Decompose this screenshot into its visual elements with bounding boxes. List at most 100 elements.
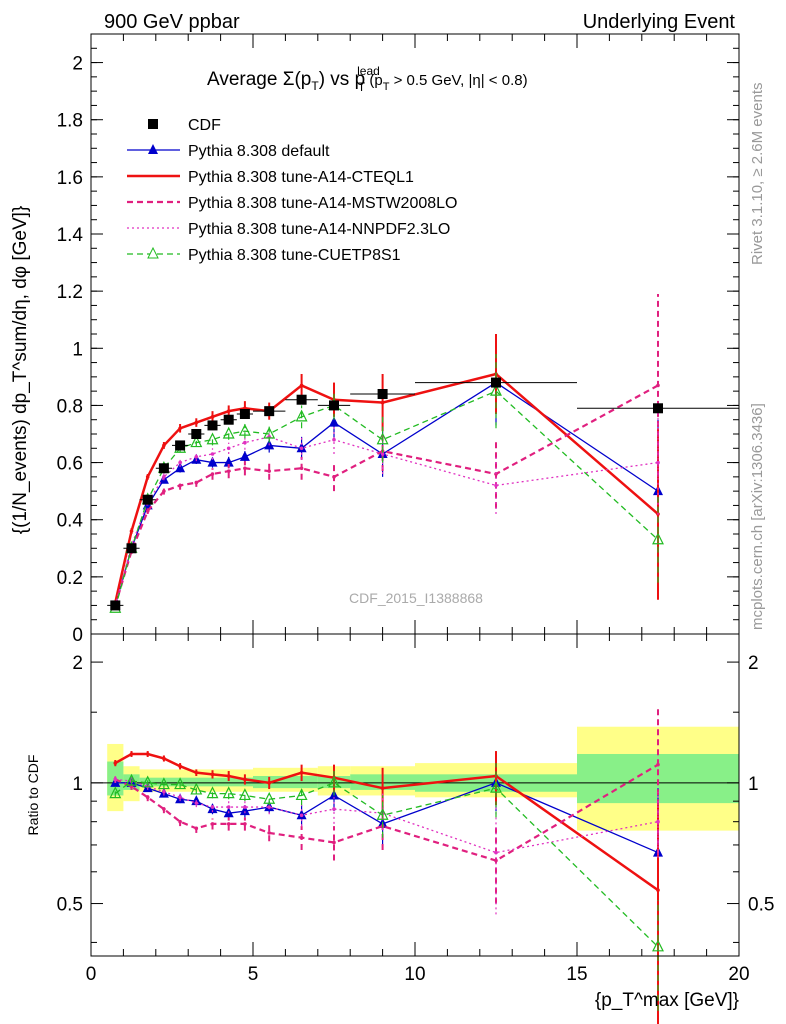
legend-label-2: Pythia 8.308 tune-A14-CTEQL1: [188, 169, 414, 186]
main-4-marker: [656, 460, 660, 465]
main-5-marker: [295, 409, 308, 422]
cdf-marker: [239, 409, 250, 419]
main-4-marker: [194, 455, 199, 459]
ratio-y-tick-label-right: 2: [748, 653, 759, 674]
band-green-2: [139, 777, 253, 787]
main-3-marker: [162, 489, 166, 493]
main-3-marker: [145, 509, 150, 513]
main-2-marker: [129, 529, 134, 533]
ratio-4-marker: [652, 939, 664, 952]
ratio-1-marker: [129, 752, 134, 756]
ratio-2-marker: [332, 840, 336, 845]
ratio-3-marker: [299, 813, 304, 818]
main-5-marker: [376, 432, 389, 445]
main-y-tick-label: 1: [72, 339, 83, 360]
main-3-marker: [178, 483, 182, 488]
cdf-marker: [296, 394, 307, 405]
ratio-3-marker: [162, 789, 166, 794]
ratio-2-marker: [226, 822, 231, 826]
ratio-y-tick-label: 0.5: [57, 895, 83, 916]
x-tick-label: 20: [728, 964, 749, 985]
ratio-y-tick-label: 1: [72, 774, 83, 795]
ratio-4-marker: [295, 788, 308, 801]
main-1-marker: [223, 456, 234, 467]
plot-title: Average Σ(pT) vs plead T (pT > 0.5 GeV, |…: [207, 64, 528, 94]
main-panel: [107, 294, 739, 613]
main-1-marker: [207, 456, 218, 467]
main-y-tick-label: 0.4: [57, 511, 84, 532]
ratio-1-marker: [299, 770, 304, 775]
main-2-series: [113, 334, 660, 605]
ratio-3-marker: [267, 805, 272, 809]
main-5-marker: [263, 426, 276, 439]
main-1-marker: [329, 416, 339, 427]
ratio-3-marker: [656, 819, 660, 824]
ratio-2-line: [114, 763, 659, 862]
main-4-marker: [332, 437, 336, 442]
cdf-marker: [264, 406, 275, 417]
cdf-marker: [207, 420, 218, 431]
ratio-uncertainty-bands: [91, 726, 739, 831]
cdf-marker: [191, 429, 202, 439]
main-3-series: [113, 294, 660, 608]
main-4-marker: [299, 446, 304, 451]
main-5-marker: [238, 423, 251, 436]
ratio-3-marker: [226, 805, 231, 809]
main-3-marker: [226, 469, 231, 473]
main-5-marker: [490, 383, 502, 396]
main-y-tick-label: 0.2: [57, 568, 83, 589]
main-4-marker: [243, 440, 247, 445]
ratio-3-marker: [178, 795, 182, 800]
main-5-marker: [652, 532, 664, 545]
main-3-marker: [194, 480, 199, 485]
ratio-1-marker: [243, 777, 247, 782]
main-y-tick-label: 0.8: [57, 396, 83, 417]
main-2-marker: [145, 475, 150, 479]
ratio-4-marker: [109, 786, 122, 799]
main-y-tick-label: 2: [72, 54, 83, 75]
header-right: Underlying Event: [583, 11, 736, 33]
cdf-marker: [110, 600, 121, 611]
main-y-tick-label: 1.8: [57, 111, 83, 132]
main-5-marker: [206, 432, 219, 445]
main-y-tick-label: 0.6: [57, 454, 83, 475]
main-1-series: [110, 339, 663, 610]
ratio-2-marker: [194, 826, 199, 831]
ratio-4-line: [114, 780, 659, 948]
ratio-4-marker: [263, 791, 276, 804]
ratio-4-marker: [222, 786, 235, 799]
ratio-y-tick-label-right: 0.5: [748, 895, 774, 916]
legend: CDF Pythia 8.308 default Pythia 8.308 tune…: [127, 117, 457, 264]
legend-marker-cdf: [148, 119, 158, 129]
ratio-2-marker: [210, 822, 215, 826]
main-5-marker: [190, 435, 203, 448]
main-4-marker: [178, 460, 182, 465]
legend-marker-1: [148, 144, 158, 154]
main-1-marker: [191, 453, 202, 464]
main-5-marker: [222, 426, 235, 439]
main-2-marker: [226, 409, 231, 413]
cdf-marker: [491, 377, 501, 388]
cdf-marker: [329, 400, 339, 411]
main-3-marker: [243, 466, 247, 471]
ratio-1-marker: [226, 774, 231, 778]
ratio-1-marker: [210, 772, 215, 777]
ratio-4-marker: [157, 777, 170, 790]
ratio-2-marker: [145, 795, 150, 800]
legend-marker-5: [147, 246, 159, 259]
ratio-3-marker: [194, 801, 199, 805]
main-4-marker: [380, 452, 385, 456]
legend-label-3: Pythia 8.308 tune-A14-MSTW2008LO: [188, 195, 457, 212]
cdf-data-series: [107, 377, 739, 611]
main-2-marker: [210, 415, 215, 419]
main-3-marker: [332, 475, 336, 479]
cdf-marker: [175, 440, 186, 451]
ratio-1-marker: [267, 781, 272, 785]
cdf-marker: [126, 543, 137, 554]
ratio-1-marker: [145, 752, 150, 756]
ratio-4-marker: [206, 786, 219, 799]
ratio-y-tick-label-right: 1: [748, 774, 759, 795]
ratio-4-series: [109, 763, 664, 1011]
legend-label-0: CDF: [188, 117, 221, 134]
